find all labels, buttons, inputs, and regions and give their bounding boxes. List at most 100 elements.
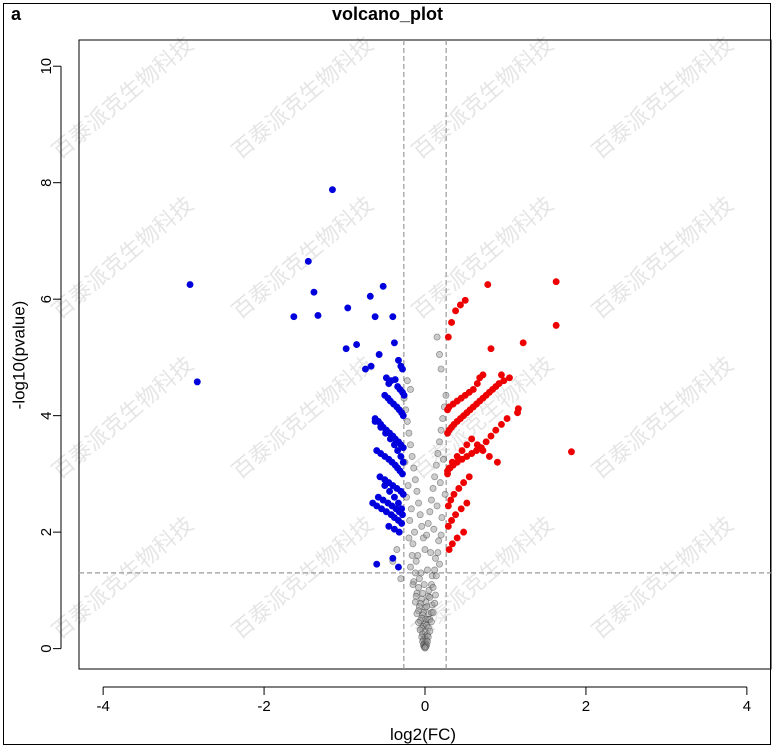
down-point: [314, 312, 322, 319]
watermark-text: 百泰派克生物科技: [408, 32, 559, 164]
ns-point: [408, 551, 416, 559]
down-point: [399, 458, 407, 466]
up-point: [452, 511, 460, 519]
ns-point: [432, 554, 439, 562]
ns-point: [427, 618, 435, 626]
down-point: [353, 341, 361, 349]
ns-point: [424, 519, 432, 527]
ns-point: [436, 560, 443, 568]
up-point: [458, 447, 466, 455]
up-point: [455, 485, 463, 492]
threshold-lines: [79, 40, 771, 669]
ns-point: [426, 593, 434, 601]
ns-point: [403, 377, 411, 385]
up-point: [476, 374, 484, 382]
ns-point: [421, 546, 429, 554]
ns-point: [432, 591, 439, 599]
up-point: [461, 296, 469, 304]
ns-point: [437, 365, 445, 373]
ns-point: [423, 566, 431, 574]
down-point: [375, 351, 383, 358]
up-point: [519, 339, 527, 347]
ns-point: [416, 511, 424, 519]
x-tick-label: 0: [421, 698, 429, 715]
down-point: [400, 391, 408, 399]
up-point: [444, 522, 452, 530]
watermark-text: 百泰派克生物科技: [228, 512, 379, 644]
ns-point: [432, 461, 440, 469]
down-point: [371, 418, 379, 425]
y-axis-label: -log10(pvalue): [9, 301, 28, 410]
x-tick-label: 2: [582, 698, 590, 715]
ns-point: [410, 464, 418, 472]
down-point: [394, 447, 402, 455]
down-point: [397, 452, 405, 460]
watermark-text: 百泰派克生物科技: [48, 352, 199, 484]
ns-point: [413, 487, 421, 495]
down-point: [394, 499, 402, 507]
up-point: [450, 490, 458, 498]
ns-point: [438, 514, 446, 522]
x-tick-label: 4: [743, 698, 751, 715]
watermark-text: 百泰派克生物科技: [588, 512, 739, 644]
up-point: [485, 452, 493, 460]
down-point: [391, 376, 399, 383]
up-point: [567, 448, 575, 456]
x-tick-label: -2: [257, 698, 270, 715]
up-point: [444, 502, 452, 510]
down-point: [399, 365, 406, 373]
ns-point: [434, 450, 442, 457]
up-point: [453, 452, 461, 460]
down-point: [342, 345, 350, 353]
down-point: [385, 522, 393, 530]
ns-point: [408, 452, 416, 460]
down-point: [379, 282, 387, 290]
ns-point: [406, 517, 414, 524]
ns-point: [429, 609, 437, 616]
down-point: [193, 378, 201, 386]
up-point: [448, 319, 456, 326]
ns-point: [431, 599, 439, 607]
ns-point: [427, 496, 435, 504]
watermark-layer: 百泰派克生物科技 百泰派克生物科技 百泰派克生物科技 百泰派克生物科技百泰派克生物科技…: [48, 32, 739, 644]
up-point: [444, 406, 451, 414]
ns-point: [433, 502, 441, 510]
down-point: [344, 304, 352, 312]
up-point: [479, 447, 487, 455]
ns-point: [431, 473, 439, 481]
figure-frame: [3, 3, 771, 745]
ns-point: [423, 603, 431, 611]
down-point: [290, 313, 298, 321]
ns-point: [415, 618, 423, 626]
up-point: [453, 534, 461, 542]
up-point: [444, 429, 451, 437]
up-point: [497, 371, 505, 379]
ns-point: [423, 531, 431, 539]
ns-point: [436, 438, 443, 446]
down-point: [394, 356, 402, 364]
y-tick-label: 2: [38, 528, 55, 536]
down-point: [366, 292, 374, 300]
x-axis-label: log2(FC): [390, 725, 456, 744]
down-point: [394, 563, 402, 571]
down-point: [390, 493, 398, 501]
down-point: [371, 313, 379, 321]
watermark-text: 百泰派克生物科技: [228, 32, 379, 164]
up-point: [457, 505, 465, 513]
ns-point: [427, 549, 435, 556]
up-point: [492, 426, 500, 434]
ns-point: [420, 581, 428, 589]
ns-point: [441, 490, 449, 498]
ns-point: [430, 525, 438, 533]
up-point: [447, 496, 455, 504]
watermark-text: 百泰派克生物科技: [48, 32, 199, 164]
points-layer: [186, 186, 575, 652]
ns-point: [407, 505, 415, 513]
up-point: [452, 307, 460, 315]
watermark-text: 百泰派克生物科技: [588, 192, 739, 324]
down-point: [398, 519, 406, 527]
up-point: [552, 321, 560, 329]
down-point: [399, 412, 407, 420]
down-point: [386, 487, 394, 495]
axes: -4 -2 0 2 4 0 2 4 6 8 10: [38, 58, 751, 715]
